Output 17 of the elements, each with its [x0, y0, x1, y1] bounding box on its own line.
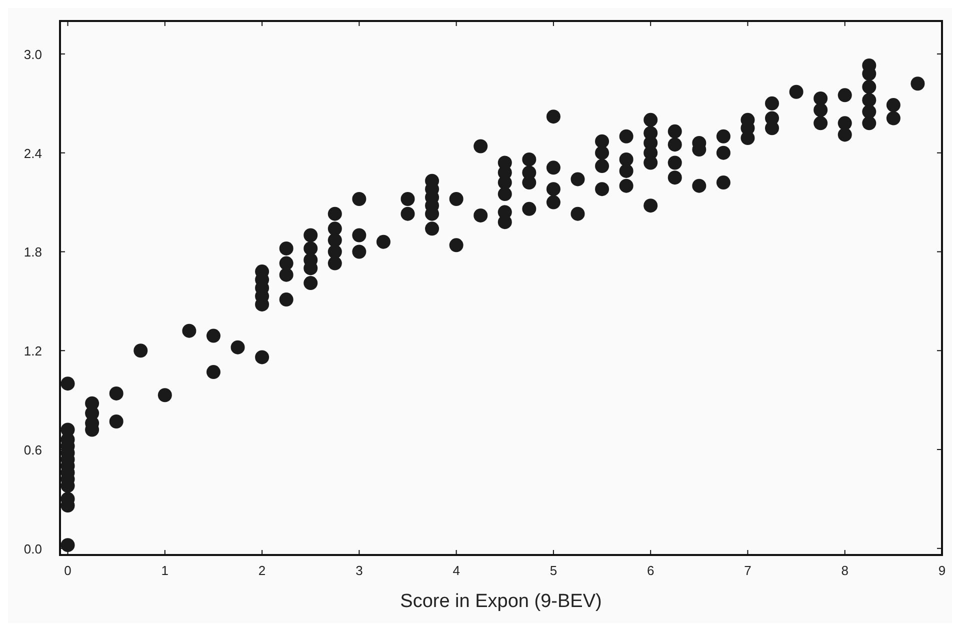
- x-tick-label: 9: [938, 563, 946, 578]
- x-tick-label: 7: [744, 563, 752, 578]
- x-tick-label: 6: [646, 563, 654, 578]
- y-tick-label: 0.0: [24, 541, 42, 556]
- x-tick-label: 2: [258, 563, 266, 578]
- y-tick-label: 1.2: [24, 344, 42, 359]
- x-tick-label: 4: [452, 563, 460, 578]
- x-tick-label: 5: [550, 563, 558, 578]
- x-axis-title: Score in Expon (9-BEV): [400, 591, 602, 612]
- x-tick-label: 8: [841, 563, 848, 578]
- x-tick-label: 3: [356, 563, 363, 578]
- x-tick-label: 1: [161, 563, 169, 578]
- x-tick-label: 0: [64, 563, 72, 578]
- y-tick-label: 0.6: [24, 442, 42, 458]
- y-tick-label: 2.4: [24, 146, 42, 161]
- y-tick-label: 3.0: [24, 46, 42, 62]
- y-tick-label: 1.8: [24, 244, 42, 260]
